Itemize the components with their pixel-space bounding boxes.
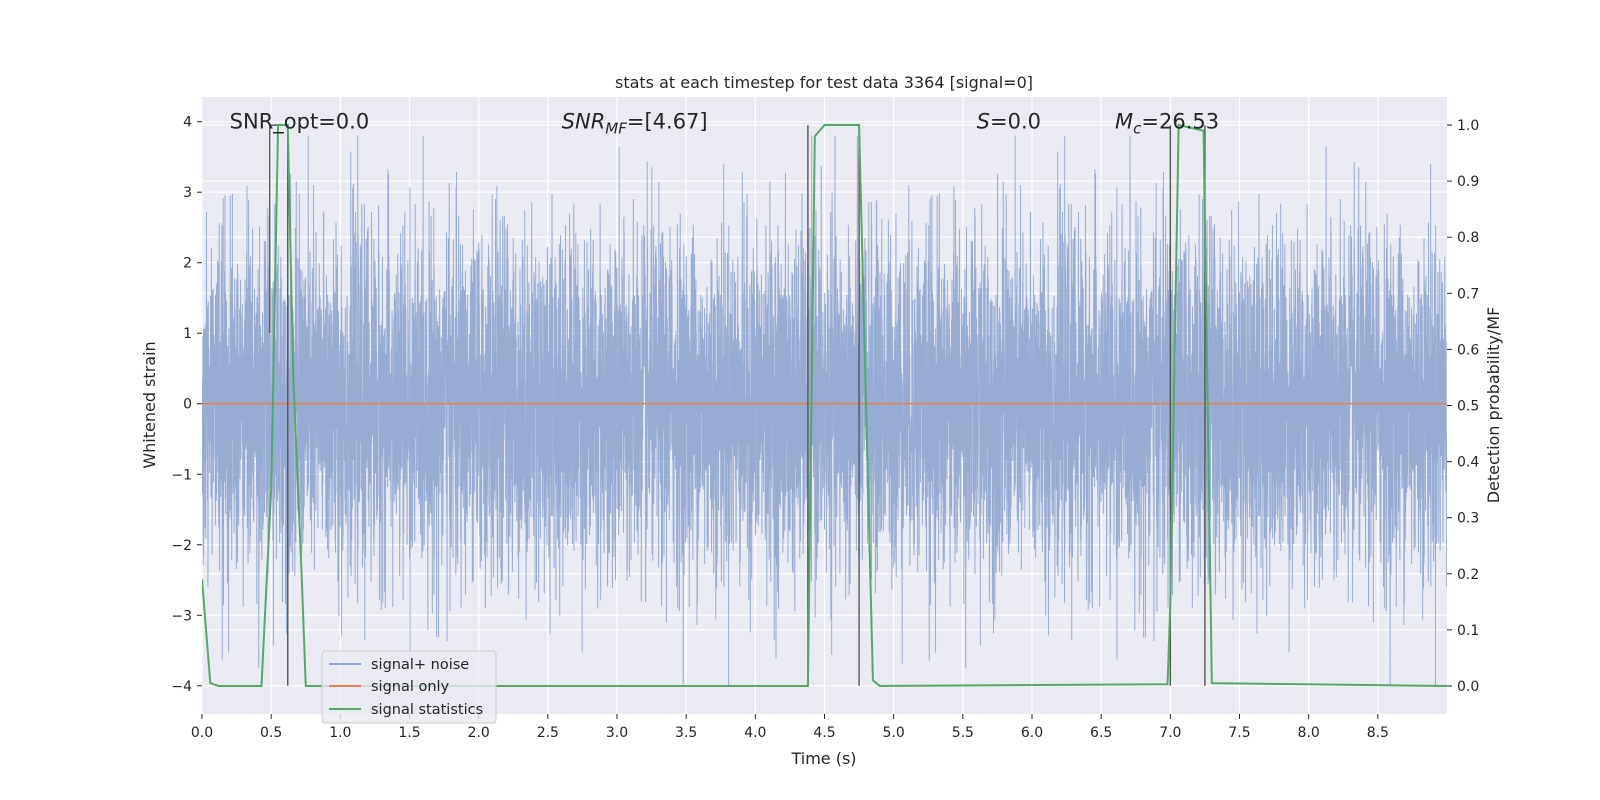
x-tick-label: 1.0 — [329, 725, 351, 741]
y-right-tick-label: 0.1 — [1457, 623, 1479, 639]
x-tick-label: 3.5 — [675, 725, 697, 741]
chart-title: stats at each timestep for test data 336… — [615, 73, 1033, 92]
series-line-signal-statistics — [202, 123, 1447, 687]
annotation: SNRMF=[4.67] — [562, 110, 708, 138]
x-tick-label: 4.5 — [813, 725, 835, 741]
y-right-tick-label: 0.4 — [1457, 455, 1479, 471]
x-tick-label: 2.5 — [537, 725, 559, 741]
y-right-tick-label: 0.5 — [1457, 399, 1479, 415]
y-left-tick-label: −4 — [171, 679, 192, 695]
annotations: SNR_opt=0.0 SNRMF=[4.67] S=0.0 Mc=26.53 — [230, 110, 1219, 138]
annotation: SNR_opt=0.0 — [230, 110, 370, 135]
y-right-tick-label: 1.0 — [1457, 118, 1479, 134]
y-left-tick-label: 3 — [183, 185, 192, 201]
x-tick-label: 4.0 — [744, 725, 766, 741]
annotation: Mc=26.53 — [1115, 110, 1219, 138]
series-signal-noise — [202, 135, 1447, 686]
y-right-tick-label: 0.8 — [1457, 230, 1479, 246]
x-tick-label: 0.5 — [260, 725, 282, 741]
plot-area — [202, 123, 1447, 687]
x-tick-label: 5.0 — [883, 725, 905, 741]
legend-label-signal-statistics: signal statistics — [371, 702, 483, 718]
x-tick-label: 7.5 — [1228, 725, 1250, 741]
annotation: S=0.0 — [977, 110, 1041, 134]
y-right-tick-label: 0.7 — [1457, 286, 1479, 302]
y-left-tick-label: 0 — [183, 397, 192, 413]
y-left-tick-label: 4 — [183, 115, 192, 131]
x-tick-label: 6.0 — [1021, 725, 1043, 741]
y-axis-right: 1.0 0.9 0.8 0.7 0.6 0.5 0.4 0.3 0.2 0.1 0.0 — [1447, 118, 1479, 695]
legend-box — [321, 650, 497, 724]
y-right-tick-label: 0.6 — [1457, 342, 1479, 358]
y-right-tick-label: 0.0 — [1457, 679, 1479, 695]
series-line-signal-noise — [202, 135, 1447, 686]
x-tick-label: 3.0 — [606, 725, 628, 741]
y-left-tick-label: 1 — [183, 326, 192, 342]
x-tick-label: 0.0 — [191, 725, 213, 741]
vertical-markers — [269, 124, 1206, 686]
y-left-tick-label: −1 — [171, 467, 192, 483]
x-tick-label: 1.5 — [398, 725, 420, 741]
legend: signal+ noise signal only signal statist… — [321, 650, 497, 724]
legend-label-signal-only: signal only — [371, 679, 450, 695]
x-axis-label: Time (s) — [790, 749, 856, 768]
x-tick-label: 6.5 — [1090, 725, 1112, 741]
legend-label-signal-noise: signal+ noise — [371, 657, 469, 673]
x-axis: 0.0 0.5 1.0 1.5 2.0 2.5 3.0 3.5 4.0 4.5 5.0 5.5 6.0 6… — [191, 714, 1389, 741]
x-tick-label: 8.0 — [1298, 725, 1320, 741]
series-signal-statistics — [202, 123, 1447, 687]
y-right-tick-label: 0.9 — [1457, 174, 1479, 190]
x-tick-label: 7.0 — [1159, 725, 1181, 741]
y-left-tick-label: 2 — [183, 256, 192, 272]
x-tick-label: 5.5 — [952, 725, 974, 741]
y-right-tick-label: 0.3 — [1457, 511, 1479, 527]
y-right-tick-label: 0.2 — [1457, 567, 1479, 583]
x-tick-label: 2.0 — [468, 725, 490, 741]
y-axis-left-label: Whitened strain — [140, 341, 159, 468]
y-axis-left: 4 3 2 1 0 −1 −2 −3 −4 — [171, 115, 202, 695]
x-tick-label: 8.5 — [1367, 725, 1389, 741]
y-axis-right-label: Detection probability/MF — [1484, 307, 1503, 504]
y-left-tick-label: −2 — [171, 538, 192, 554]
y-left-tick-label: −3 — [171, 608, 192, 624]
